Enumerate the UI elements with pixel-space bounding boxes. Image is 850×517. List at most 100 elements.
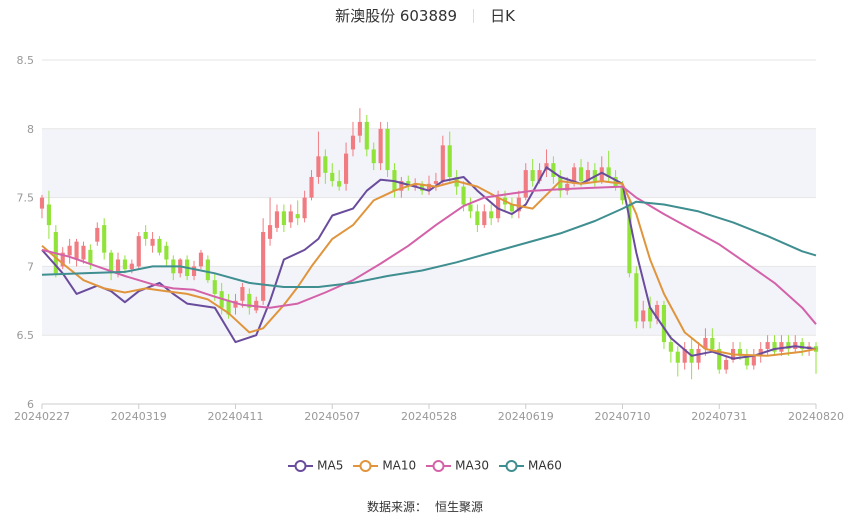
- candle-body: [710, 337, 715, 349]
- x-tick-label: 20240528: [401, 410, 457, 423]
- candle-body: [288, 211, 293, 223]
- candle-body: [433, 181, 438, 184]
- candle-body: [668, 342, 673, 352]
- candle-body: [475, 211, 480, 226]
- candle-body: [613, 176, 618, 187]
- source-value: 恒生聚源: [435, 500, 484, 514]
- legend-label: MA5: [317, 458, 344, 473]
- candle-body: [682, 348, 687, 363]
- y-tick-label: 7.5: [17, 192, 35, 205]
- candle-body: [641, 310, 646, 322]
- candle-body: [675, 351, 680, 363]
- legend-item-ma5[interactable]: MA5: [288, 458, 343, 473]
- candle-body: [786, 342, 791, 349]
- candle-body: [523, 170, 528, 198]
- candle-body: [95, 227, 100, 242]
- candle-body: [337, 181, 342, 187]
- candle-body: [267, 225, 273, 239]
- candle-body: [744, 355, 749, 366]
- candle-body: [765, 342, 770, 349]
- candle-body: [717, 348, 722, 370]
- candle-body: [330, 172, 335, 182]
- ma10-line: [41, 180, 817, 357]
- candle-body: [413, 183, 418, 187]
- candle-body: [295, 214, 300, 219]
- candle-body: [703, 337, 708, 349]
- candle-body: [129, 263, 134, 270]
- candle-body: [758, 348, 763, 356]
- candle-body: [226, 300, 231, 315]
- candle-body: [191, 266, 197, 277]
- legend-label: MA30: [455, 458, 490, 473]
- ma60-line: [41, 200, 817, 288]
- candle-body: [143, 232, 148, 239]
- candle-body: [420, 183, 425, 191]
- candle-body: [233, 300, 238, 308]
- candle-body: [634, 273, 639, 322]
- chart-header: 新澳股份 603889 日K: [0, 5, 850, 27]
- candle-body: [274, 211, 280, 228]
- candle-body: [654, 304, 660, 319]
- candle-body: [482, 211, 487, 226]
- candle-body: [468, 204, 473, 212]
- candle-body: [627, 204, 632, 274]
- x-tick-label: 20240319: [111, 410, 167, 423]
- candle-body: [509, 204, 515, 212]
- legend-marker-icon: [499, 459, 525, 472]
- period-label: 日K: [490, 7, 515, 25]
- candle-body: [309, 176, 314, 198]
- candle-body: [198, 252, 204, 267]
- legend: MA5 MA10 MA30 MA60: [0, 458, 850, 473]
- candle-body: [240, 287, 245, 301]
- candle-body: [115, 259, 121, 274]
- candle-body: [102, 225, 107, 253]
- y-tick-label: 8.5: [17, 54, 35, 67]
- legend-item-ma60[interactable]: MA60: [499, 458, 562, 473]
- y-tick-label: 6: [27, 398, 34, 411]
- candle-body: [426, 183, 432, 191]
- candle-body: [440, 145, 445, 182]
- candle-body: [800, 342, 805, 349]
- title-divider: [473, 8, 475, 23]
- candle-body: [109, 252, 114, 274]
- candle-body: [136, 236, 141, 267]
- candle-body: [164, 245, 169, 260]
- candle-body: [150, 238, 155, 246]
- x-tick-label: 20240411: [208, 410, 264, 423]
- candle-body: [399, 181, 404, 191]
- candle-body: [578, 167, 584, 182]
- candle-body: [350, 135, 356, 150]
- source-label: 数据来源：: [366, 500, 427, 514]
- candle-body: [648, 307, 653, 322]
- candle-body: [88, 249, 93, 264]
- candle-body: [205, 259, 210, 281]
- candle-body: [516, 197, 521, 212]
- legend-item-ma30[interactable]: MA30: [426, 458, 489, 473]
- stock-title: 新澳股份 603889: [335, 7, 458, 25]
- candle-body: [122, 259, 128, 270]
- candle-body: [530, 170, 535, 182]
- candle-body: [737, 348, 743, 356]
- x-tick-label: 20240507: [304, 410, 360, 423]
- candlestick-chart: 6 6.5 7 7.5 8 8.5 20240227 20240319 20240411 2024…: [14, 54, 844, 423]
- candle-body: [661, 304, 667, 343]
- candle-body: [343, 153, 349, 184]
- x-tick-label: 20240710: [595, 410, 651, 423]
- candle-body: [46, 204, 51, 226]
- candle-body: [558, 176, 563, 191]
- candle-body: [60, 252, 65, 267]
- grid-band: [42, 266, 816, 336]
- candle-body: [323, 156, 328, 173]
- legend-marker-icon: [353, 459, 379, 472]
- x-tick-label: 20240227: [14, 410, 70, 423]
- candle-body: [378, 128, 383, 164]
- candle-body: [74, 241, 79, 260]
- candle-body: [302, 197, 307, 219]
- candle-body: [357, 121, 362, 136]
- candle-body: [212, 280, 217, 294]
- candle-body: [281, 211, 286, 226]
- candle-body: [572, 167, 577, 184]
- legend-item-ma10[interactable]: MA10: [353, 458, 416, 473]
- candle-body: [67, 245, 72, 256]
- candle-body: [247, 293, 252, 308]
